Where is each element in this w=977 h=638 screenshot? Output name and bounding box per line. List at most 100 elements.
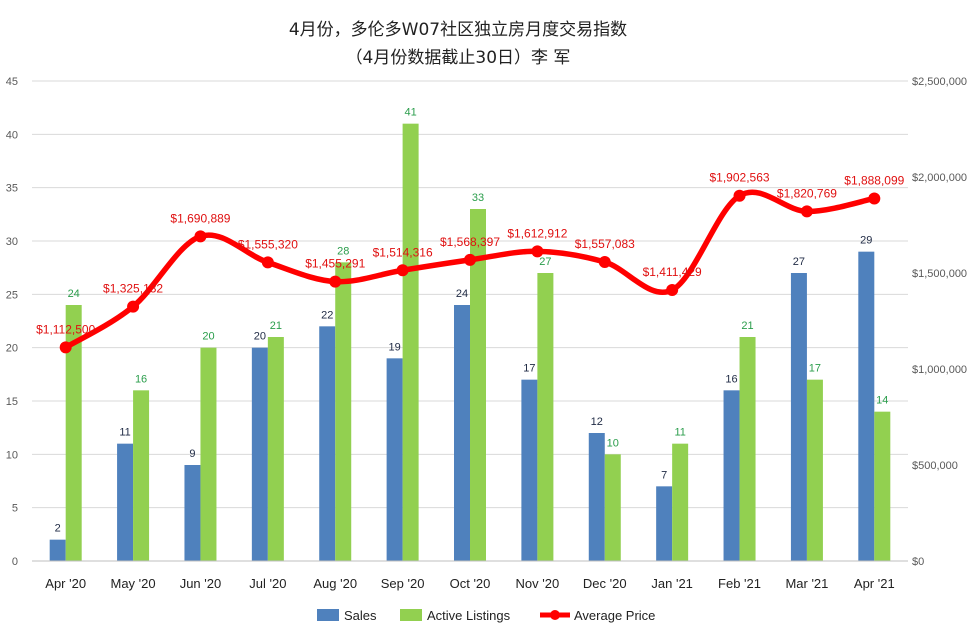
sales-bar (858, 251, 875, 561)
active-listings-value-label: 20 (202, 331, 214, 343)
x-category-label: Feb '21 (718, 576, 761, 591)
sales-value-label: 7 (661, 469, 667, 481)
legend-active-listings-label: Active Listings (427, 608, 511, 623)
active-listings-value-label: 11 (674, 427, 685, 439)
y-left-tick-label: 20 (6, 343, 18, 355)
active-listings-bar (200, 347, 217, 561)
sales-value-label: 12 (591, 416, 603, 428)
y-right-tick-label: $500,000 (912, 460, 958, 472)
legend-average-price-label: Average Price (574, 608, 655, 623)
sales-bar (588, 433, 605, 561)
average-price-value-label: $1,568,397 (440, 235, 500, 249)
average-price-marker (261, 256, 274, 269)
y-right-tick-label: $2,000,000 (912, 172, 967, 184)
average-price-value-label: $1,325,132 (103, 282, 163, 296)
sales-value-label: 17 (523, 363, 535, 375)
legend: Sales Active Listings Average Price (317, 608, 655, 623)
average-price-value-label: $1,690,889 (170, 211, 230, 225)
average-price-marker (464, 253, 476, 266)
active-listings-bar (806, 379, 823, 561)
x-category-label: Apr '21 (854, 576, 895, 591)
x-category-label: Dec '20 (583, 576, 627, 591)
sales-bar (454, 305, 470, 561)
active-listings-value-label: 21 (741, 320, 753, 332)
active-listings-bar (65, 305, 82, 561)
y-left-tick-label: 35 (6, 183, 18, 195)
x-category-label: Oct '20 (450, 576, 491, 591)
active-listings-value-label: 16 (135, 373, 147, 385)
x-category-label: Nov '20 (516, 576, 560, 591)
y-left-tick-label: 10 (6, 449, 18, 461)
average-price-marker (598, 256, 611, 269)
active-listings-value-label: 27 (539, 256, 551, 268)
legend-sales-swatch (317, 609, 339, 621)
sales-value-label: 2 (55, 523, 61, 535)
average-price-marker (127, 300, 140, 313)
sales-bar (251, 347, 268, 561)
y-left-tick-label: 5 (12, 503, 18, 515)
active-listings-value-label: 28 (337, 245, 349, 257)
active-listings-bar (470, 209, 486, 561)
active-listings-bar (402, 123, 419, 562)
x-category-label: Jun '20 (180, 576, 222, 591)
sales-value-label: 19 (388, 341, 400, 353)
x-category-label: May '20 (111, 576, 156, 591)
y-left-tick-label: 30 (6, 236, 18, 248)
average-price-marker (800, 205, 813, 218)
x-category-label: Jan '21 (651, 576, 693, 591)
sales-bar (790, 273, 807, 561)
average-price-marker (59, 341, 72, 354)
average-price-value-label: $1,555,320 (238, 237, 298, 251)
data-labels: 2 24 11 16 9 20 20 21 22 28 19 41 24 33 17 27 12 10 7 11 16 2… (36, 107, 905, 535)
average-price-value-label: $1,902,563 (710, 171, 770, 185)
y-right-tick-label: $1,000,000 (912, 364, 967, 376)
active-listings-value-label: 24 (68, 288, 80, 300)
sales-bar (656, 486, 673, 561)
active-listings-value-label: 14 (876, 395, 888, 407)
average-price-marker (194, 230, 207, 243)
y-left-tick-label: 0 (12, 556, 18, 568)
sales-value-label: 20 (254, 331, 266, 343)
y-left-tick-label: 25 (6, 289, 18, 301)
average-price-value-label: $1,888,099 (844, 173, 904, 187)
sales-bar (319, 326, 336, 561)
sales-bar (521, 379, 538, 561)
x-category-label: Mar '21 (785, 576, 828, 591)
legend-average-price-marker (550, 610, 560, 620)
active-listings-value-label: 10 (607, 437, 619, 449)
sales-bar (723, 390, 740, 561)
active-listings-bar (739, 337, 756, 561)
average-price-marker (666, 284, 679, 297)
sales-value-label: 22 (321, 309, 333, 321)
sales-value-label: 16 (725, 373, 737, 385)
average-price-marker (868, 192, 881, 205)
y-right-tick-label: $2,500,000 (912, 76, 967, 88)
price-line-layer (59, 189, 881, 354)
axes: 0 5 10 15 20 25 30 35 40 45 $0 $500,000 $1,000,000 $1… (6, 76, 967, 591)
x-category-label: Sep '20 (381, 576, 425, 591)
sales-value-label: 27 (793, 256, 805, 268)
y-left-tick-label: 15 (6, 396, 18, 408)
average-price-value-label: $1,112,500 (36, 322, 95, 336)
sales-bar (184, 465, 201, 561)
average-price-marker (531, 245, 544, 258)
y-right-tick-label: $1,500,000 (912, 268, 967, 280)
sales-value-label: 9 (189, 448, 195, 460)
x-category-label: Apr '20 (45, 576, 86, 591)
average-price-value-label: $1,514,316 (373, 245, 433, 259)
average-price-value-label: $1,820,769 (777, 186, 837, 200)
bars (49, 123, 891, 562)
average-price-marker (329, 275, 342, 288)
active-listings-value-label: 33 (472, 192, 484, 204)
active-listings-bar (335, 262, 352, 561)
active-listings-bar (604, 454, 621, 561)
y-right-tick-label: $0 (912, 556, 924, 568)
active-listings-value-label: 41 (404, 107, 416, 119)
chart-title-line-2: （4月份数据截止30日）李 军 (346, 48, 571, 68)
x-category-label: Jul '20 (249, 576, 286, 591)
active-listings-value-label: 17 (809, 363, 821, 375)
y-left-tick-label: 40 (6, 129, 18, 141)
average-price-marker (396, 264, 409, 277)
